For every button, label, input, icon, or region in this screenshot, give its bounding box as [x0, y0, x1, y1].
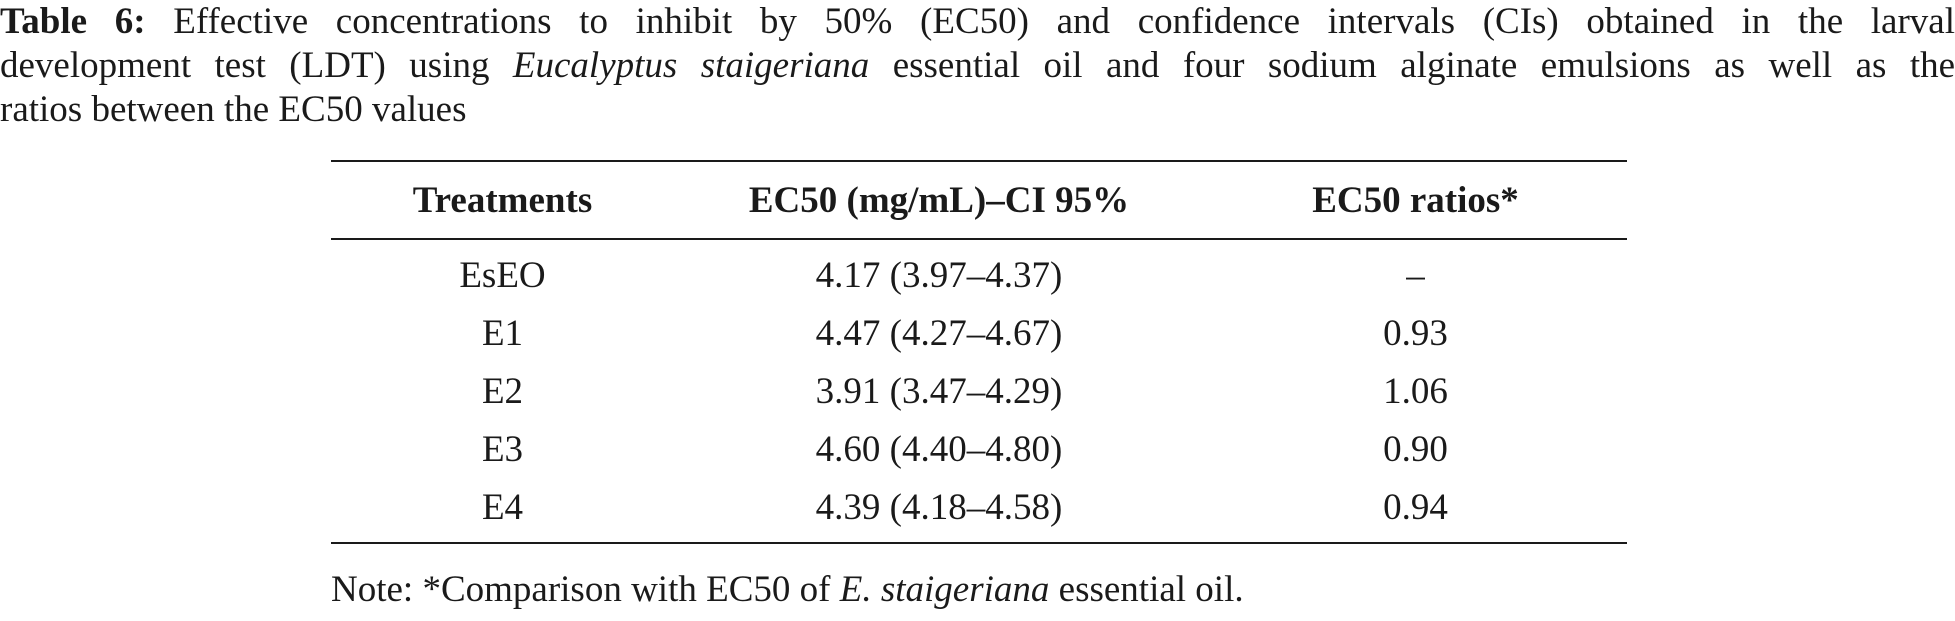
- caption-text-2b: essential oil and four sodium alginate e…: [892, 45, 1955, 86]
- table-note: Note: *Comparison with EC50 of E. staige…: [331, 568, 1244, 612]
- cell-ec50: 4.39 (4.18–4.58): [815, 486, 1063, 528]
- cell-treatment: E1: [481, 312, 524, 354]
- note-species: E. staigeriana: [839, 569, 1050, 610]
- table-row: E3 4.60 (4.40–4.80) 0.90: [331, 420, 1627, 478]
- caption-text-1: Effective concentrations to inhibit by 5…: [173, 1, 1955, 42]
- header-row: Treatments EC50 (mg/mL)–CI 95% EC50 rati…: [331, 161, 1627, 239]
- table-row: E4 4.39 (4.18–4.58) 0.94: [331, 478, 1627, 543]
- header-treatments: Treatments: [412, 179, 593, 221]
- caption-species: Eucalyptus staigeriana: [512, 45, 870, 86]
- cell-ec50: 3.91 (3.47–4.29): [815, 370, 1063, 412]
- cell-ratio: –: [1406, 254, 1425, 296]
- cell-ratio: 0.94: [1383, 486, 1448, 528]
- table-caption: Table 6: Effective concentrations to inh…: [0, 0, 1955, 132]
- cell-treatment: E3: [481, 428, 524, 470]
- cell-ec50: 4.17 (3.97–4.37): [815, 254, 1063, 296]
- cell-ratio: 0.90: [1383, 428, 1448, 470]
- caption-line-1: Table 6: Effective concentrations to inh…: [0, 0, 1955, 44]
- cell-ratio: 1.06: [1383, 370, 1448, 412]
- caption-label: Table 6:: [0, 1, 146, 42]
- cell-treatment: E2: [481, 370, 524, 412]
- caption-text-2a: development test (LDT) using: [0, 45, 490, 86]
- cell-ec50: 4.60 (4.40–4.80): [815, 428, 1063, 470]
- cell-treatment: E4: [481, 486, 524, 528]
- header-ec50: EC50 (mg/mL)–CI 95%: [748, 179, 1130, 221]
- table-row: E1 4.47 (4.27–4.67) 0.93: [331, 304, 1627, 362]
- cell-ratio: 0.93: [1383, 312, 1448, 354]
- results-table-container: Treatments EC50 (mg/mL)–CI 95% EC50 rati…: [331, 160, 1627, 544]
- cell-ec50: 4.47 (4.27–4.67): [815, 312, 1063, 354]
- header-ratios: EC50 ratios*: [1312, 179, 1519, 221]
- results-table: Treatments EC50 (mg/mL)–CI 95% EC50 rati…: [331, 160, 1627, 544]
- table-row: EsEO 4.17 (3.97–4.37) –: [331, 239, 1627, 304]
- table-row: E2 3.91 (3.47–4.29) 1.06: [331, 362, 1627, 420]
- caption-line-3: ratios between the EC50 values: [0, 89, 467, 130]
- caption-line-2: development test (LDT) using Eucalyptus …: [0, 44, 1955, 88]
- note-text-pre: Note: *Comparison with EC50 of: [331, 569, 831, 610]
- note-text-post: essential oil.: [1058, 569, 1244, 610]
- cell-treatment: EsEO: [459, 254, 546, 296]
